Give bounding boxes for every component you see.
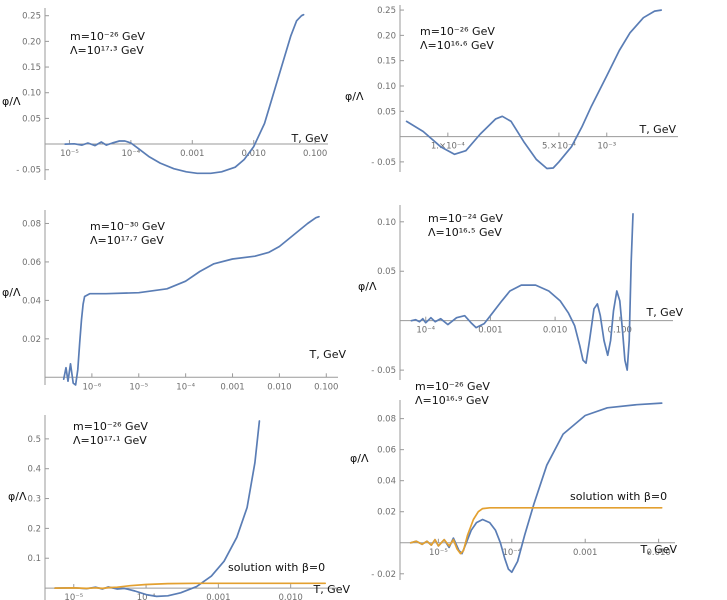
y-tick-label: 0.04 <box>22 296 41 306</box>
x-tick-label: 0.100 <box>608 326 632 336</box>
x-tick-label: 10⁻⁴ <box>502 548 521 558</box>
parameter-label: m=10⁻²⁶ GeV <box>70 30 145 43</box>
y-tick-label: 0.02 <box>377 508 396 518</box>
x-tick-label: 10⁻⁴ <box>176 382 195 392</box>
parameter-label: Λ=10¹⁶·⁹ GeV <box>415 394 489 407</box>
x-tick-label: 0.001 <box>220 382 244 392</box>
series-line-0 <box>64 13 305 175</box>
panel-p3: 0.02 0.04 0.06 0.08 10⁻⁶ 10⁻⁵ 10⁻⁴ 0.001 0.010 0.… <box>2 210 346 392</box>
y-tick-label: 0.10 <box>22 89 41 99</box>
y-tick-label: 0.25 <box>377 6 396 16</box>
x-tick-label: 0.010 <box>242 149 266 159</box>
y-tick-label: 0.10 <box>377 218 396 228</box>
x-tick-label: 1.×10⁻⁴ <box>431 142 466 152</box>
x-axis-label: T, GeV <box>638 123 676 136</box>
x-tick-label: 10⁻⁵ <box>60 149 79 159</box>
x-tick-label: 0.001 <box>206 593 230 600</box>
x-axis-label: T, GeV <box>645 306 683 319</box>
x-tick-label: 0.001 <box>180 149 204 159</box>
y-tick-label: - 0.02 <box>371 570 396 580</box>
x-tick-label: 0.010 <box>278 593 302 600</box>
y-axis-label: φ/Λ <box>345 90 364 103</box>
y-tick-label: 0.15 <box>22 63 41 73</box>
y-tick-label: 0.05 <box>377 107 396 117</box>
y-tick-label: - 0.05 <box>371 158 396 168</box>
series-line-0 <box>409 402 663 574</box>
x-tick-label: 10⁻⁵ <box>64 593 83 600</box>
y-tick-label: 0.5 <box>27 435 41 445</box>
parameter-label: Λ=10¹⁷·³ GeV <box>70 44 144 57</box>
annotation-label: solution with β=0 <box>228 561 325 574</box>
series-line-0 <box>410 213 634 371</box>
panel-p5: 0.1 0.2 0.3 0.4 0.5 10⁻⁵ 10⁻⁴ 0.001 0.010 T, GeV φ… <box>8 415 350 600</box>
panel-p1: - 0.05 0.05 0.10 0.15 0.20 0.25 10⁻⁵ 10⁻⁴ 0.001 0… <box>2 8 328 180</box>
x-axis-label: T, GeV <box>639 543 677 556</box>
y-tick-label: - 0.05 <box>371 366 396 376</box>
y-tick-label: 0.1 <box>27 554 41 564</box>
annotation-label: solution with β=0 <box>570 490 667 503</box>
x-tick-label: 10⁻⁴ <box>137 593 156 600</box>
parameter-label: m=10⁻²⁶ GeV <box>73 420 148 433</box>
y-tick-label: 0.05 <box>377 267 396 277</box>
x-tick-label: 10⁻⁴ <box>122 149 141 159</box>
series-line-1 <box>409 506 663 555</box>
x-tick-label: 0.010 <box>267 382 291 392</box>
x-tick-label: 10⁻⁵ <box>429 548 448 558</box>
parameter-label: m=10⁻²⁴ GeV <box>428 212 503 225</box>
x-tick-label: 10⁻⁶ <box>83 382 102 392</box>
y-axis-label: φ/Λ <box>350 452 369 465</box>
y-axis-label: φ/Λ <box>8 490 27 503</box>
y-tick-label: 0.06 <box>22 258 41 268</box>
x-tick-label: 0.100 <box>314 382 338 392</box>
y-tick-label: 0.25 <box>22 12 41 22</box>
y-tick-label: 0.06 <box>377 446 396 456</box>
y-tick-label: 0.05 <box>22 114 41 124</box>
y-axis-label: φ/Λ <box>2 95 21 108</box>
x-axis-label: T, GeV <box>312 583 350 596</box>
x-tick-label: 0.010 <box>543 326 567 336</box>
y-tick-label: 0.3 <box>27 495 41 505</box>
panel-p2: - 0.05 0.05 0.10 0.15 0.20 0.25 1.×10⁻⁴ 5.×10⁻⁴… <box>345 5 678 172</box>
y-tick-label: 0.20 <box>22 37 41 47</box>
y-tick-label: 0.20 <box>377 31 396 41</box>
x-axis-label: T, GeV <box>290 132 328 145</box>
x-tick-label: 0.010 <box>646 548 670 558</box>
x-tick-label: 10⁻⁴ <box>416 326 435 336</box>
x-tick-label: 5.×10⁻⁴ <box>542 142 577 152</box>
y-axis-label: φ/Λ <box>358 280 377 293</box>
parameter-label: Λ=10¹⁷·⁷ GeV <box>90 234 164 247</box>
series-line-0 <box>405 9 663 170</box>
x-tick-label: 0.001 <box>573 548 597 558</box>
y-tick-label: 0.08 <box>377 415 396 425</box>
y-tick-label: 0.08 <box>22 219 41 229</box>
parameter-label: m=10⁻³⁰ GeV <box>90 220 165 233</box>
series-line-0 <box>62 215 320 386</box>
x-tick-label: 0.100 <box>303 149 327 159</box>
y-tick-label: 0.2 <box>27 524 41 534</box>
panel-p4: - 0.05 0.05 0.10 10⁻⁴ 0.001 0.010 0.100 T, GeV φ… <box>358 205 683 380</box>
y-tick-label: 0.04 <box>377 477 396 487</box>
y-tick-label: 0.4 <box>27 465 41 475</box>
series-line-1 <box>54 582 327 590</box>
x-axis-label: T, GeV <box>308 348 346 361</box>
y-tick-label: - 0.05 <box>16 166 41 176</box>
x-tick-label: 0.001 <box>478 326 502 336</box>
parameter-label: Λ=10¹⁶·⁶ GeV <box>420 39 494 52</box>
parameter-label: Λ=10¹⁷·¹ GeV <box>73 434 147 447</box>
y-tick-label: 0.10 <box>377 82 396 92</box>
y-tick-label: 0.02 <box>22 335 41 345</box>
y-axis-label: φ/Λ <box>2 286 21 299</box>
x-tick-label: 10⁻³ <box>597 142 616 152</box>
parameter-label: m=10⁻²⁶ GeV <box>415 380 490 393</box>
panel-p6: - 0.02 0.02 0.04 0.06 0.08 10⁻⁵ 10⁻⁴ 0.001 0.010… <box>350 380 677 580</box>
x-tick-label: 10⁻⁵ <box>129 382 148 392</box>
parameter-label: m=10⁻²⁶ GeV <box>420 25 495 38</box>
y-tick-label: 0.15 <box>377 57 396 67</box>
parameter-label: Λ=10¹⁶·⁵ GeV <box>428 226 502 239</box>
